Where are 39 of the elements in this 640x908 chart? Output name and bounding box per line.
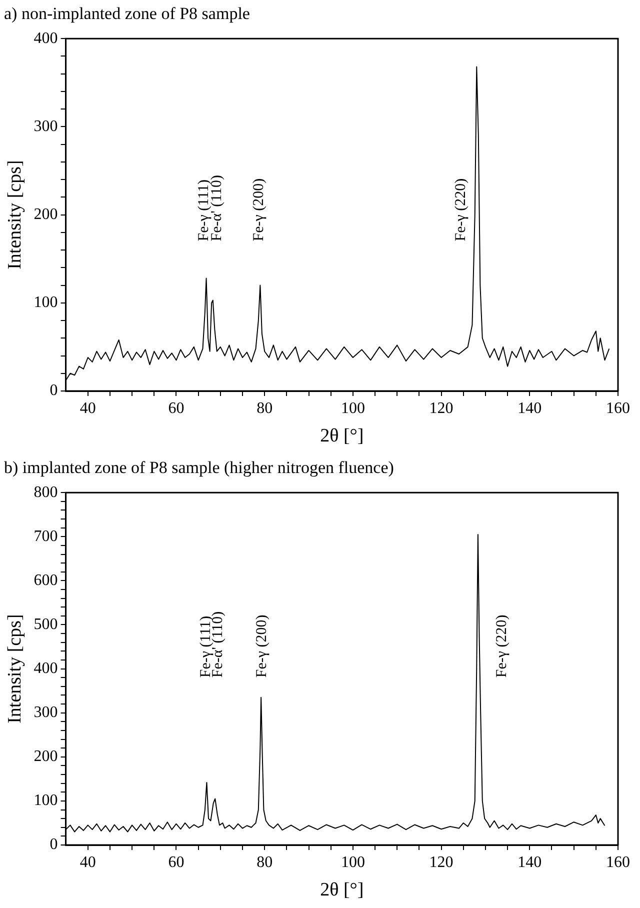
x-tick-label: 140 [518,854,542,871]
y-tick-label: 100 [34,294,58,312]
annotation: Fe-γ (200) [254,614,270,678]
annotation: Fe-γ (200) [251,178,268,242]
y-tick-label: 0 [50,382,58,400]
x-tick-label: 80 [256,400,273,417]
x-tick-label: 100 [340,400,365,417]
y-tick-label: 600 [34,572,58,589]
y-tick-label: 400 [34,30,58,47]
y-tick-label: 200 [34,748,58,766]
y-tick-label: 300 [34,704,58,722]
chart-title: a) non-implanted zone of P8 sample [4,4,250,24]
y-tick-label: 100 [34,792,58,810]
chart-title: b) implanted zone of P8 sample (higher nitrogen fluence) [4,458,394,478]
y-tick-label: 500 [34,616,58,633]
x-tick-label: 60 [168,400,184,417]
x-tick-label: 40 [80,854,96,871]
x-tick-label: 160 [606,400,630,417]
y-tick-label: 700 [34,528,58,545]
annotation: Fe-γ (220) [453,178,470,242]
x-tick-label: 40 [80,400,96,417]
x-tick-label: 60 [168,854,184,871]
y-axis-title: Intensity [cps] [4,160,26,270]
x-axis-title: 2θ [°] [320,426,364,447]
annotation: Fe-γ (220) [494,614,510,678]
y-axis-title: Intensity [cps] [4,614,26,724]
x-tick-label: 100 [340,854,365,871]
y-tick-label: 400 [34,660,58,678]
x-tick-label: 80 [256,854,273,871]
annotation: Fe-γ (111) [196,179,212,242]
x-tick-label: 140 [518,400,542,417]
x-tick-label: 160 [606,854,630,871]
y-tick-label: 800 [34,484,58,501]
x-axis-title: 2θ [°] [320,880,364,901]
y-tick-label: 0 [50,836,58,854]
y-tick-label: 300 [34,118,58,135]
x-tick-label: 120 [429,854,454,871]
x-tick-label: 120 [429,400,454,417]
y-tick-label: 200 [34,206,58,224]
